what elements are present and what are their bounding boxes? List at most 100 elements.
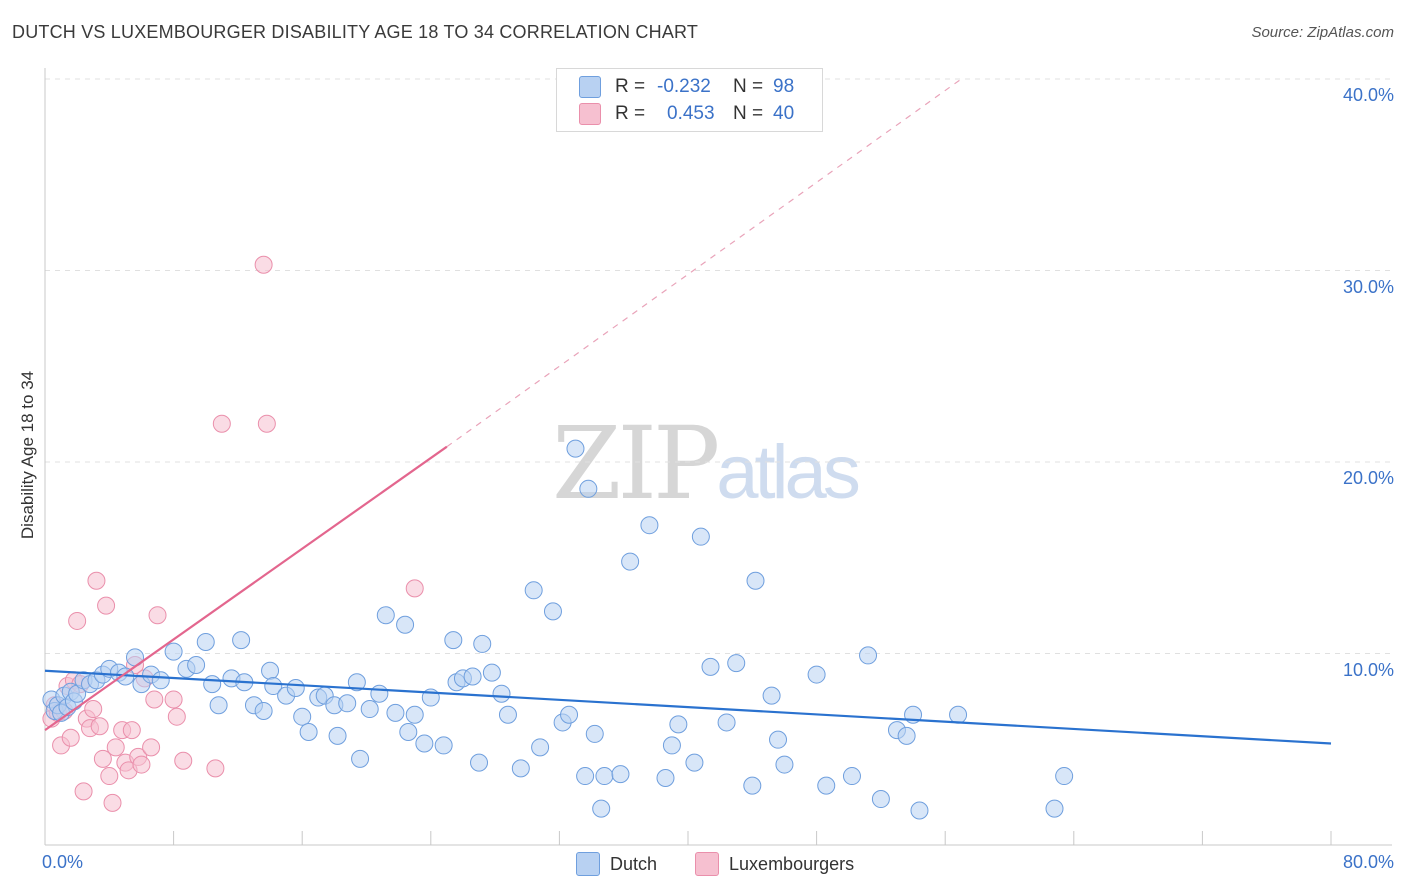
dutch-point [576,767,595,786]
dutch-point [261,661,280,680]
luxembourgers-point [254,255,273,274]
legend-row-luxembourgers: R = 0.453 N = 40 [579,101,794,127]
dutch-point [579,479,598,498]
legend-label: Luxembourgers [729,853,855,874]
dutch-point [187,655,206,674]
legend-item-luxembourgers[interactable]: Luxembourgers [695,852,854,876]
dutch-point [405,705,424,724]
dutch-point [595,767,614,786]
dutch-point [415,734,434,753]
dutch-point [685,753,704,772]
dutch-point [386,703,405,722]
luxembourgers-point [74,782,93,801]
luxembourgers-point [257,414,276,433]
series-legend: Dutch Luxembourgers [576,852,892,876]
dutch-point [910,801,929,820]
dutch-point [871,790,890,809]
dutch-point [511,759,530,778]
luxembourgers-point [84,700,103,719]
dutch-point [1055,767,1074,786]
dutch-point [727,654,746,673]
y-tick-label: 20.0% [1342,468,1394,488]
luxembourgers-point [103,793,122,812]
luxembourgers-point [405,579,424,598]
dutch-point [347,673,366,692]
luxembourgers-point [132,755,151,774]
luxembourgers-point [93,749,112,768]
grid-lines [45,78,1392,654]
dutch-point [151,671,170,690]
r-label: R = [615,103,646,124]
r-value: -0.232 [657,76,711,97]
dutch-point [585,724,604,743]
dutch-point [691,527,710,546]
luxembourgers-point [206,759,225,778]
legend-row-dutch: R = -0.232 N = 98 [579,74,794,100]
trend-lines [44,78,1332,745]
dutch-point [328,726,347,745]
luxembourgers-point [61,728,80,747]
luxembourgers-point [212,414,231,433]
luxembourgers-point [90,717,109,736]
luxembourgers-trend-line [44,445,448,731]
dutch-point [1045,799,1064,818]
luxembourgers-point [106,738,125,757]
dutch-point [611,765,630,784]
dutch-point [640,516,659,535]
axes [44,68,1392,846]
dutch-point [621,552,640,571]
luxembourgers-point [174,751,193,770]
x-tick-label: 0.0% [42,852,84,872]
luxembourgers-point [68,611,87,630]
luxembourgers-swatch [579,103,601,125]
luxembourgers-point [100,767,119,786]
legend-item-dutch[interactable]: Dutch [576,852,657,876]
dutch-point [299,723,318,742]
watermark-atlas: atlas [716,430,861,515]
y-tick-label: 40.0% [1342,85,1394,105]
source-label: Source: ZipAtlas.com [1251,24,1394,41]
dutch-point [775,755,794,774]
y-tick-label: 30.0% [1342,277,1394,297]
watermark: ZIPatlas [552,405,861,522]
dutch-point [498,705,517,724]
dutch-point [560,705,579,724]
dutch-point [762,686,781,705]
y-tick-label: 10.0% [1342,660,1394,680]
dutch-point [434,736,453,755]
dutch-point [264,677,283,696]
dutch-swatch [579,76,601,98]
correlation-legend: R = -0.232 N = 98 R = 0.453 N = 40 [556,68,823,132]
chart-title: DUTCH VS LUXEMBOURGER DISABILITY AGE 18 … [12,22,699,42]
dutch-point [376,606,395,625]
luxembourgers-point [97,596,116,615]
dutch-point [817,776,836,795]
luxembourgers-point [87,571,106,590]
luxembourgers-point [142,738,161,757]
dutch-point [399,723,418,742]
dutch-point [524,581,543,600]
dutch-point [286,678,305,697]
dutch-point [566,439,585,458]
dutch-trend-line [44,669,1332,745]
dutch-point [203,675,222,694]
luxembourgers-point [148,606,167,625]
dutch-point [293,707,312,726]
dutch-point [482,663,501,682]
dutch-point [370,684,389,703]
luxembourgers-point [167,707,186,726]
dutch-point [444,631,463,650]
legend-label: Dutch [610,853,658,874]
dutch-point [232,631,251,650]
luxembourgers-trend-extension [446,78,962,448]
dutch-point [360,700,379,719]
r-label: R = [615,76,646,97]
dutch-swatch [576,852,600,876]
luxembourgers-point [122,721,141,740]
luxembourgers-point [164,690,183,709]
dutch-point [656,768,675,787]
luxembourgers-points [42,255,424,812]
dutch-point [842,767,861,786]
y-axis-label: Disability Age 18 to 34 [18,370,37,540]
